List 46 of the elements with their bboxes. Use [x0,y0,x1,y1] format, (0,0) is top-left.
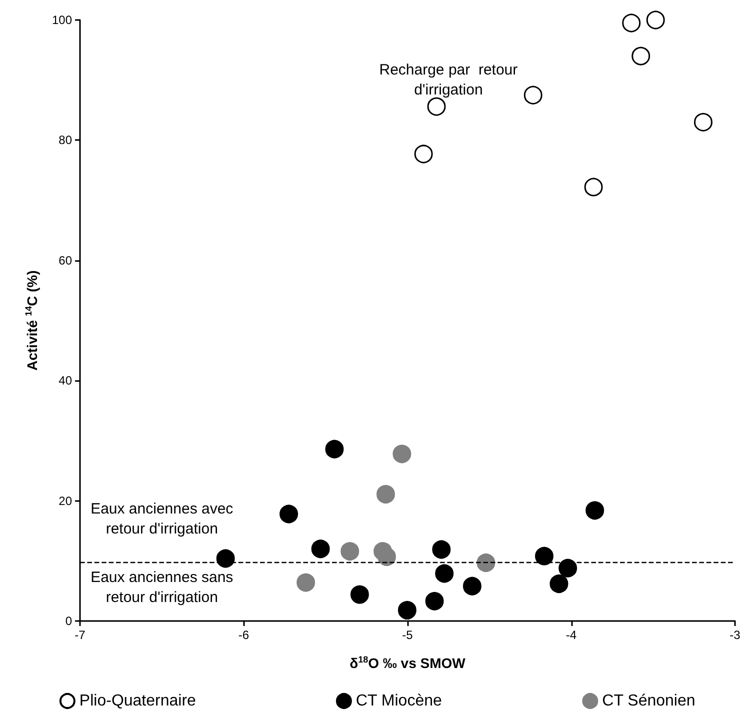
point [398,600,416,620]
point [376,484,395,504]
point [216,549,235,568]
point [632,46,650,66]
y-tick-label: 100 [52,13,72,27]
y-tick-label: 80 [58,133,72,148]
annotation: Eaux anciennes sans retour d'irrigation [90,568,234,606]
point [524,86,542,104]
point [350,585,369,604]
x-tick-label: -6 [238,628,250,642]
point [296,573,316,592]
annotation: Eaux anciennes avec retour d'irrigation [90,500,234,538]
point [646,10,665,30]
point [435,564,454,583]
point [340,542,360,561]
point [462,576,482,596]
point [425,592,444,610]
x-tick-label: -3 [730,628,741,642]
point [622,14,641,32]
y-axis-title: Activité 14C (%) [24,270,40,371]
y-tick-label: 0 [65,614,72,628]
point [535,546,554,566]
point [325,440,344,458]
annotation: Recharge par retour d'irrigation [379,62,518,99]
point [584,178,603,196]
point [558,558,578,578]
legend-label: CT Miocène [356,692,442,710]
point [414,144,433,164]
legend-label: Plio-Quaternaire [79,692,196,710]
point [476,553,496,572]
point [280,504,298,524]
y-tick-label: 60 [58,253,72,268]
legend-label: CT Sénonien [602,692,696,710]
y-tick-label: 20 [58,494,72,508]
point [392,444,412,464]
x-tick-label: -4 [566,628,577,642]
x-tick-label: -7 [74,628,86,642]
point [586,501,604,520]
point [550,574,568,593]
point [427,97,446,116]
point [377,547,396,566]
y-tick-label: 40 [58,374,72,388]
point [432,540,451,559]
point [311,540,330,558]
point [694,112,712,132]
x-tick-label: -5 [402,628,414,642]
